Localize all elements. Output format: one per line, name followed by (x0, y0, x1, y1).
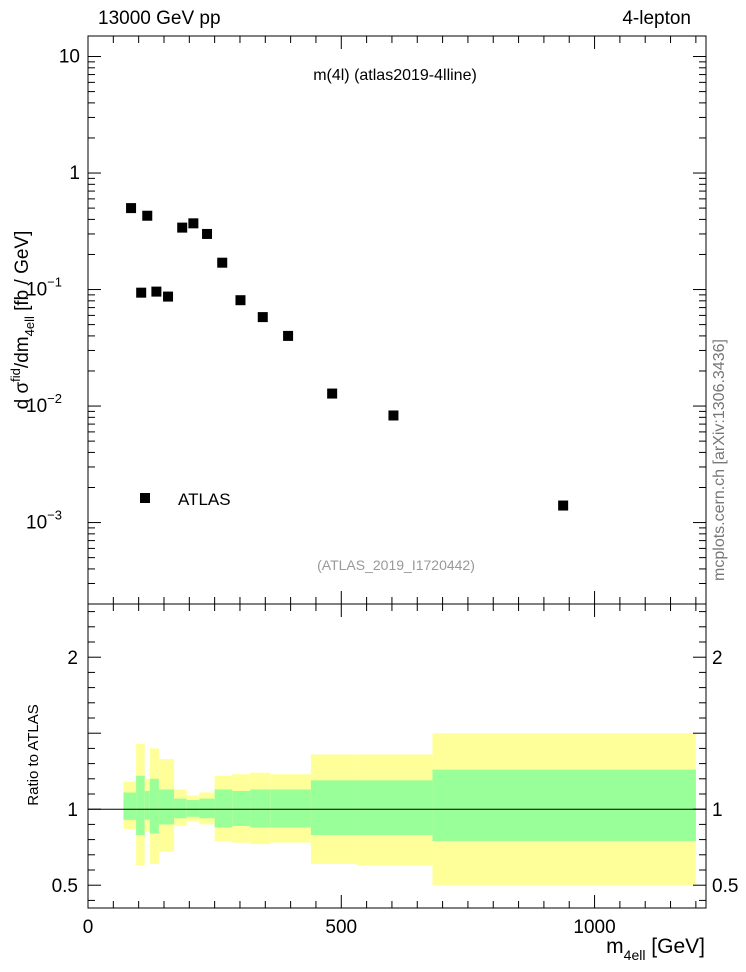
ratio-y-tick-label-left-0: 2 (67, 648, 78, 669)
data-point (283, 330, 294, 341)
main-y-tick-label-2: 10−1 (26, 275, 62, 301)
ratio-band-inner-13 (356, 780, 433, 836)
data-point (177, 222, 188, 233)
plot-frames (87, 35, 707, 909)
ratio-band-inner-7 (199, 798, 215, 819)
main-y-tick-label-4: 10−3 (26, 508, 62, 534)
legend: ATLAS (140, 490, 231, 509)
side-label: mcplots.cern.ch [arXiv:1306.3436] (711, 339, 728, 581)
axis-ticks (87, 36, 706, 908)
ratio-y-tick-label-right-0: 2 (712, 648, 723, 669)
data-point (327, 388, 338, 399)
data-point (235, 295, 246, 306)
header-right: 4-lepton (622, 8, 691, 29)
legend-marker-atlas (140, 493, 150, 503)
data-point (217, 257, 228, 268)
x-axis-label: m4ell [GeV] (606, 935, 705, 963)
data-point (388, 410, 399, 421)
x-tick-label-2: 1000 (573, 917, 615, 938)
data-point (202, 228, 213, 239)
ratio-y-tick-label-left-2: 0.5 (52, 876, 78, 897)
data-point (126, 203, 137, 214)
chart-title: m(4l) (atlas2019-4lline) (313, 67, 477, 84)
data-point (163, 291, 174, 302)
data-point (188, 218, 199, 229)
ratio-y-tick-label-left-1: 1 (67, 800, 78, 821)
ratio-band-inner-0 (123, 792, 137, 820)
ratio-band-inner-1 (136, 775, 145, 836)
legend-label-atlas: ATLAS (178, 490, 231, 509)
ratio-band-inner-3 (149, 778, 159, 834)
ratio-band-inner-11 (270, 789, 311, 828)
data-point (136, 287, 147, 298)
ratio-band-inner-9 (232, 790, 251, 826)
ratio-y-axis-label: Ratio to ATLAS (25, 704, 42, 805)
data-point (151, 286, 162, 297)
ratio-band-inner-14 (432, 769, 696, 842)
ratio-band-inner-5 (174, 798, 187, 819)
analysis-reference: (ATLAS_2019_I1720442) (317, 557, 475, 573)
ratio-band-inner-12 (310, 780, 357, 836)
x-tick-label-0: 0 (83, 917, 94, 938)
data-point (558, 500, 569, 511)
main-y-tick-label-0: 10 (59, 47, 80, 68)
ratio-band-inner-8 (214, 789, 233, 828)
ratio-band-inner-10 (250, 789, 271, 828)
data-point (142, 210, 153, 221)
data-points (126, 203, 569, 511)
ratio-band-inner-4 (158, 789, 175, 825)
main-y-axis-label: d σfid/dm4ell [fb / GeV] (8, 231, 37, 410)
main-y-tick-label-3: 10−2 (26, 391, 62, 417)
x-tick-label-1: 500 (325, 917, 357, 938)
ratio-y-tick-label-right-2: 0.5 (712, 876, 738, 897)
ratio-plot-frame (87, 603, 707, 909)
ratio-band-inner-6 (186, 800, 200, 817)
header-left: 13000 GeV pp (98, 8, 221, 29)
main-y-tick-label-1: 1 (69, 163, 80, 184)
ratio-band-inner-2 (144, 790, 150, 820)
main-plot-frame (87, 35, 707, 605)
ratio-y-tick-label-right-1: 1 (712, 800, 723, 821)
data-point (257, 312, 268, 323)
